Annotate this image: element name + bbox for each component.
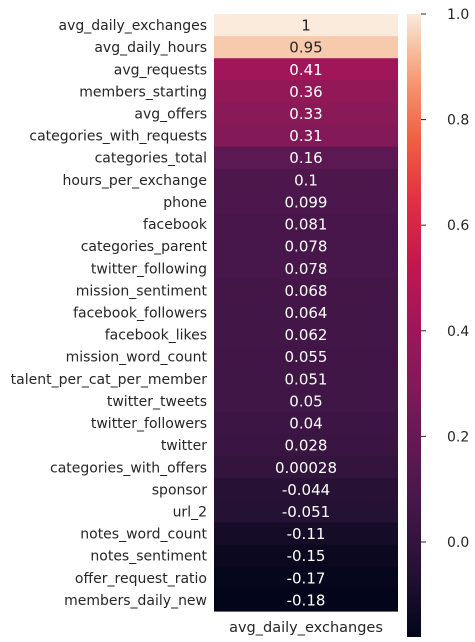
x-axis-column-label: avg_daily_exchanges [229,620,383,636]
row-label: avg_daily_exchanges [58,18,207,34]
cell-annotation: 0.95 [289,39,322,57]
cell-annotation: -0.11 [287,525,326,543]
cell-annotation: 0.081 [285,216,328,234]
row-label: twitter [161,438,207,454]
row-label: notes_word_count [80,527,207,543]
cell-annotation: 0.068 [285,282,328,300]
row-label: notes_sentiment [90,549,207,565]
cell-annotation: 0.41 [289,61,322,79]
row-label: facebook_likes [105,328,207,344]
row-label: avg_offers [134,107,207,123]
row-label: twitter_tweets [107,394,207,410]
cell-annotation: 0.00028 [275,459,337,477]
colorbar-ticks: 0.0 0.2 0.4 0.6 0.8 1.0 [421,7,469,551]
cell-annotation: 0.16 [289,149,322,167]
row-label: members_daily_new [64,593,207,609]
row-label: hours_per_exchange [62,173,207,189]
cell-annotation: 0.051 [285,370,328,388]
cell-annotation: -0.18 [287,591,326,609]
cell-annotation: 0.062 [285,326,328,344]
colorbar-tick-label: 0.2 [447,429,469,445]
colorbar [407,14,421,637]
row-label: facebook_followers [73,306,207,322]
cell-annotation: 0.078 [285,238,328,256]
cell-annotation: 0.078 [285,260,328,278]
row-labels: avg_daily_exchanges avg_daily_hours avg_re… [11,18,208,609]
row-label: twitter_following [91,261,207,277]
cell-annotation: -0.044 [282,481,330,499]
row-label: members_starting [79,84,207,100]
row-label: sponsor [152,482,207,498]
cell-annotation: -0.17 [287,569,326,587]
cell-annotation: 0.055 [285,348,328,366]
cell-annotation: 0.36 [289,83,322,101]
cell-annotation: 0.04 [289,415,322,433]
cell-annotation: 1 [301,17,311,35]
row-label: twitter_followers [91,416,207,432]
row-label: avg_requests [114,62,207,78]
row-label: phone [163,195,207,211]
row-label: talent_per_cat_per_member [11,372,208,388]
cell-annotation: 0.05 [289,392,322,410]
cell-annotation: 0.028 [285,437,328,455]
colorbar-tick-label: 0.6 [447,218,469,234]
cell-annotation: 0.099 [285,193,328,211]
colorbar-tick-label: 1.0 [447,7,469,23]
row-label: mission_word_count [66,350,208,366]
row-label: mission_sentiment [76,283,208,299]
colorbar-tick-label: 0.4 [447,324,469,340]
cell-annotation: 0.1 [294,171,318,189]
cell-annotation: -0.15 [287,547,326,565]
colorbar-tick-label: 0.8 [447,113,469,129]
row-label: categories_parent [81,239,208,255]
row-label: url_2 [173,505,207,521]
cell-annotation: 0.31 [289,127,322,145]
row-label: categories_total [95,151,207,167]
row-label: offer_request_ratio [75,571,207,587]
row-label: facebook [143,217,208,233]
row-label: categories_with_offers [50,460,207,476]
cell-annotation: -0.051 [282,503,330,521]
cell-annotation: 0.33 [289,105,322,123]
colorbar-tick-label: 0.0 [447,535,469,551]
row-label: avg_daily_hours [94,40,207,56]
row-label: categories_with_requests [29,129,207,145]
cell-annotation: 0.064 [285,304,328,322]
